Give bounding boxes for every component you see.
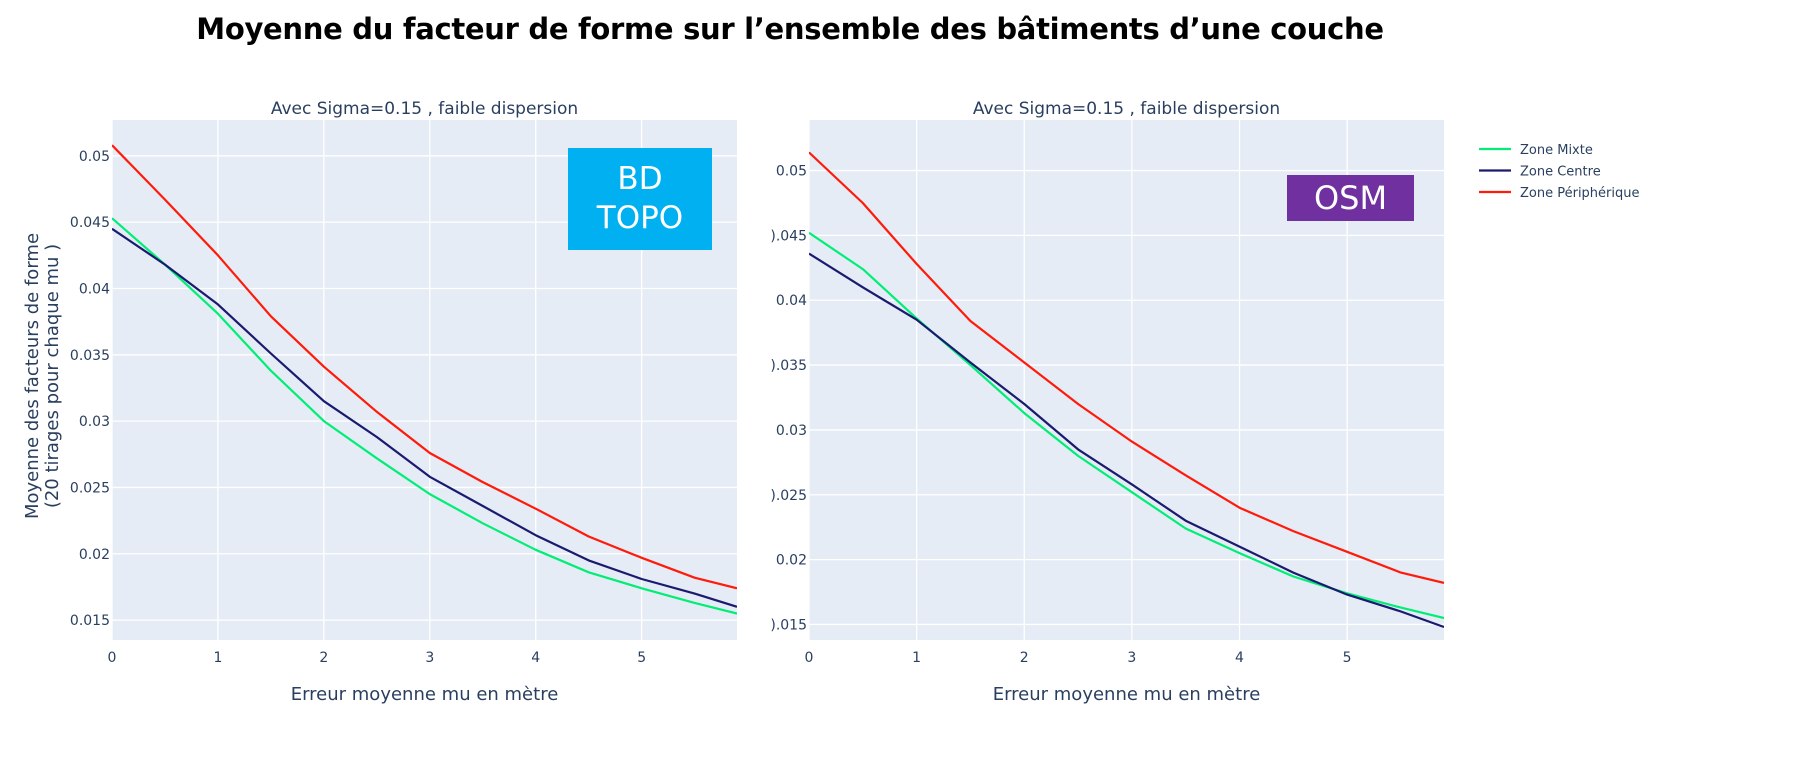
y-tick-label: 0.03 bbox=[79, 414, 110, 430]
x-tick-label: 3 bbox=[1127, 650, 1136, 666]
chart-panel-osm: ).015 0.02 ).025 0.03 ).035 0.04 ).045 0.05 0 1 2 3… bbox=[770, 99, 1444, 705]
legend-label-centre: Zone Centre bbox=[1520, 165, 1601, 180]
x-tick-label: 1 bbox=[912, 650, 921, 666]
plot-series bbox=[809, 151, 1444, 629]
series-line-centre bbox=[112, 227, 737, 608]
y-tick-label: 0.05 bbox=[776, 164, 807, 180]
chart-subtitle: Avec Sigma=0.15 , faible dispersion bbox=[271, 99, 578, 119]
chart-subtitle: Avec Sigma=0.15 , faible dispersion bbox=[973, 99, 1280, 119]
y-tick-label: ).035 bbox=[770, 358, 807, 374]
series-line-peripherique bbox=[112, 144, 737, 590]
y-tick-label: 0.02 bbox=[79, 547, 110, 563]
x-tick-label: 5 bbox=[1343, 650, 1352, 666]
y-tick-label: ).045 bbox=[770, 228, 807, 244]
y-tick-label: 0.045 bbox=[70, 215, 110, 231]
x-axis-title: Erreur moyenne mu en mètre bbox=[993, 684, 1261, 705]
main-title: Moyenne du facteur de forme sur l’ensemb… bbox=[196, 12, 1384, 46]
y-axis-title-2: (20 tirages pour chaque mu ) bbox=[42, 244, 63, 508]
x-tick-label: 1 bbox=[213, 650, 222, 666]
series-line-mixte bbox=[809, 231, 1444, 620]
series-line-mixte bbox=[112, 217, 737, 615]
y-tick-label: ).025 bbox=[770, 488, 807, 504]
y-tick-label: 0.02 bbox=[776, 553, 807, 569]
series-line-peripherique bbox=[809, 151, 1444, 584]
legend: Zone Mixte Zone Centre Zone Périphérique bbox=[1479, 143, 1640, 201]
x-tick-label: 0 bbox=[108, 650, 117, 666]
legend-label-mixte: Zone Mixte bbox=[1520, 143, 1593, 158]
y-tick-label: 0.04 bbox=[776, 293, 807, 309]
y-tick-label: ).015 bbox=[770, 617, 807, 633]
series-line-centre bbox=[809, 252, 1444, 629]
osm-badge: OSM bbox=[1287, 175, 1414, 221]
plot-series bbox=[112, 144, 737, 615]
y-axis-title: Moyenne des facteurs de forme bbox=[22, 233, 43, 519]
x-tick-label: 5 bbox=[637, 650, 646, 666]
x-tick-label: 3 bbox=[425, 650, 434, 666]
x-tick-label: 0 bbox=[805, 650, 814, 666]
x-axis-title: Erreur moyenne mu en mètre bbox=[291, 684, 559, 705]
x-tick-label: 4 bbox=[531, 650, 540, 666]
legend-label-peripherique: Zone Périphérique bbox=[1520, 186, 1640, 201]
x-tick-label: 2 bbox=[1020, 650, 1029, 666]
y-tick-label: 0.035 bbox=[70, 348, 110, 364]
x-tick-label: 2 bbox=[319, 650, 328, 666]
y-tick-label: 0.025 bbox=[70, 480, 110, 496]
y-tick-label: 0.04 bbox=[79, 281, 110, 297]
y-tick-label: 0.015 bbox=[70, 613, 110, 629]
x-tick-label: 4 bbox=[1235, 650, 1244, 666]
y-tick-label: 0.05 bbox=[79, 149, 110, 165]
bd-topo-badge: BD TOPO bbox=[568, 148, 712, 250]
y-tick-label: 0.03 bbox=[776, 423, 807, 439]
